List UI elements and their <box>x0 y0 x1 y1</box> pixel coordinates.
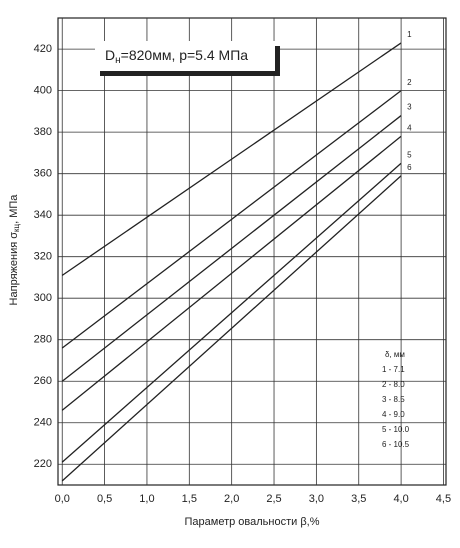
x-tick-label: 0,5 <box>97 493 112 505</box>
plot-frame <box>57 17 447 486</box>
y-axis-label: Напряжения σкц, МПа <box>8 194 21 306</box>
chart-title: Dн=820мм, p=5.4 МПа <box>105 47 248 66</box>
line-label: 3 <box>407 103 412 112</box>
y-tick-label: 360 <box>34 168 52 180</box>
y-label-part: Напряжения σ <box>8 232 20 306</box>
title-subscript: н <box>115 55 121 66</box>
y-tick-label: 340 <box>34 209 52 221</box>
line-label: 5 <box>407 150 412 159</box>
legend-item: 6 - 10.5 <box>382 440 410 449</box>
title-part: =820мм, p=5.4 МПа <box>121 47 249 63</box>
line-label: 4 <box>407 123 412 132</box>
series-line <box>61 42 402 276</box>
x-tick-label: 1,0 <box>139 493 154 505</box>
y-label-subscript: кц <box>12 223 21 232</box>
x-tick-label: 1,5 <box>182 493 197 505</box>
series-line <box>61 135 402 411</box>
line-label: 2 <box>407 78 412 87</box>
legend-item: 3 - 8.5 <box>382 395 405 404</box>
line-label: 6 <box>407 163 412 172</box>
line-label: 1 <box>407 30 412 39</box>
series-line <box>61 115 402 382</box>
series-line <box>61 90 402 349</box>
y-tick-label: 320 <box>34 251 52 263</box>
y-tick-label: 260 <box>34 375 52 387</box>
x-tick-label: 4,0 <box>393 493 408 505</box>
legend-item: 1 - 7.1 <box>382 365 405 374</box>
x-tick-label: 3,0 <box>309 493 324 505</box>
legend-item: 5 - 10.0 <box>382 425 410 434</box>
legend-title: δ, мм <box>385 350 405 359</box>
x-tick-label: 2,0 <box>224 493 239 505</box>
title-background <box>95 41 275 71</box>
title-box: Dн=820мм, p=5.4 МПа <box>95 41 280 76</box>
title-part: D <box>105 47 115 63</box>
y-tick-label: 380 <box>34 126 52 138</box>
x-axis-label: Параметр овальности β,% <box>185 516 320 528</box>
y-label-part: , МПа <box>8 194 20 224</box>
y-tick-label: 300 <box>34 292 52 304</box>
series-line <box>61 162 402 463</box>
x-tick-label: 0,0 <box>55 493 70 505</box>
x-tick-label: 4,5 <box>436 493 451 505</box>
legend-item: 4 - 9.0 <box>382 410 405 419</box>
y-tick-label: 220 <box>34 458 52 470</box>
x-tick-label: 2,5 <box>266 493 281 505</box>
x-tick-label: 3,5 <box>351 493 366 505</box>
series-line <box>61 175 402 482</box>
y-tick-label: 280 <box>34 334 52 346</box>
y-tick-label: 420 <box>34 43 52 55</box>
y-tick-label: 240 <box>34 417 52 429</box>
y-tick-label: 400 <box>34 85 52 97</box>
legend-item: 2 - 8.0 <box>382 380 405 389</box>
